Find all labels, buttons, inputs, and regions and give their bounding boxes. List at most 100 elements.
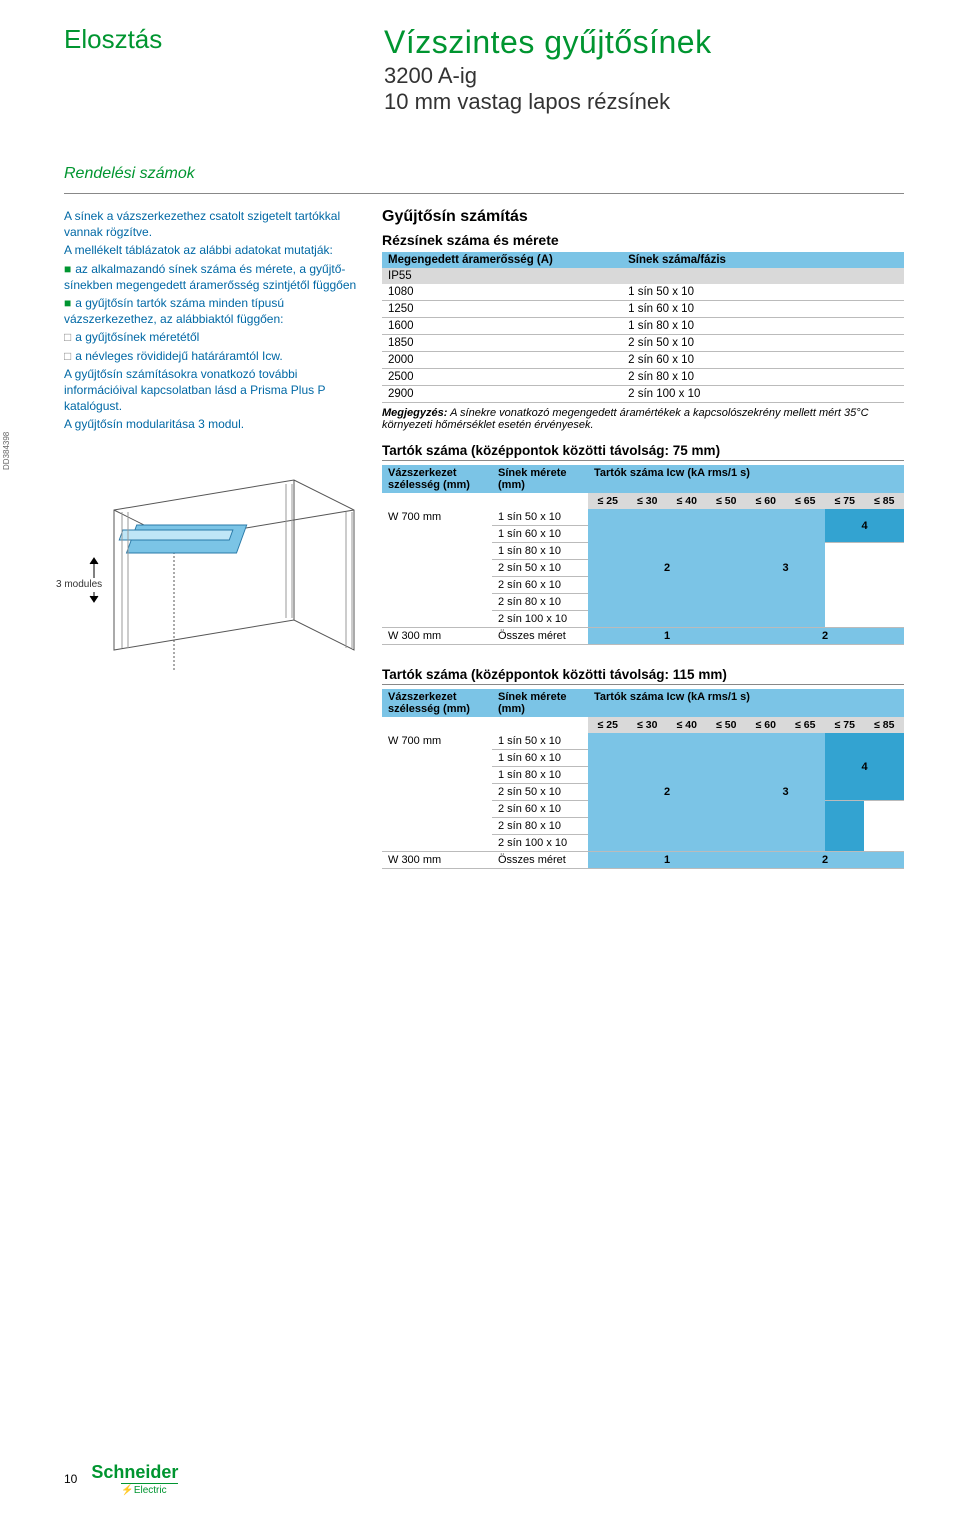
- scb6: ≤ 75: [825, 717, 865, 733]
- brand-name: Schneider: [91, 1462, 178, 1482]
- page-number: 10: [64, 1472, 77, 1486]
- t2b-th-c: Tartók száma Icw (kA rms/1 s): [588, 689, 904, 717]
- t1-r4-a: 2000: [382, 352, 622, 369]
- t2a-s6: 2 sín 100 x 10: [492, 611, 588, 628]
- intro-p2: A mellékelt táblázatok az alábbi adatoka…: [64, 242, 360, 258]
- t1-r1-b: 1 sín 60 x 10: [622, 301, 904, 318]
- note-text: A sínekre vonatkozó megengedett áramérté…: [382, 407, 869, 431]
- t2a-w700: W 700 mm: [382, 509, 492, 628]
- t2b-s5: 2 sín 80 x 10: [492, 818, 588, 835]
- t1-r0-a: 1080: [382, 284, 622, 301]
- t1-r6-a: 2900: [382, 386, 622, 403]
- bullet-2: ■a gyűjtősín tartók száma minden típusú …: [64, 295, 360, 327]
- sc2: ≤ 40: [667, 493, 707, 509]
- bullet-1-text: az alkalmazandó sínek száma és mérete, a…: [64, 262, 356, 292]
- t1-r5-b: 2 sín 80 x 10: [622, 369, 904, 386]
- t2a-osszes: Összes méret: [492, 628, 588, 645]
- t2b-s6: 2 sín 100 x 10: [492, 835, 588, 852]
- t2b-th-a: Vázszerkezet szélesség (mm): [382, 689, 492, 717]
- note-label: Megjegyzés:: [382, 407, 447, 419]
- t2a-s4: 2 sín 60 x 10: [492, 577, 588, 594]
- intro-p1: A sínek a vázszerkezethez csatolt sziget…: [64, 208, 360, 240]
- square-bullet-icon: ■: [64, 296, 71, 310]
- t1-r2-a: 1600: [382, 318, 622, 335]
- bullet-2-text: a gyűjtősín tartók száma minden típusú v…: [64, 296, 284, 326]
- scb1: ≤ 30: [628, 717, 668, 733]
- brand-sub-text: Electric: [134, 1485, 167, 1496]
- brand-logo: Schneider ⚡Electric: [91, 1462, 178, 1496]
- th-current: Megengedett áramerősség (A): [382, 252, 622, 268]
- scb2: ≤ 40: [667, 717, 707, 733]
- content: A sínek a vázszerkezethez csatolt sziget…: [64, 208, 904, 869]
- sc7: ≤ 85: [865, 493, 905, 509]
- t1-r6-b: 2 sín 100 x 10: [622, 386, 904, 403]
- page-title: Vízszintes gyűjtősínek: [384, 24, 904, 61]
- t2-th-a: Vázszerkezet szélesség (mm): [382, 465, 492, 493]
- scb7: ≤ 85: [865, 717, 905, 733]
- t2a-v2b: 2: [746, 628, 904, 645]
- t2-th-c: Tartók száma Icw (kA rms/1 s): [588, 465, 904, 493]
- sc4: ≤ 60: [746, 493, 786, 509]
- ip55-row: IP55: [382, 268, 904, 284]
- t2a-s2: 1 sín 80 x 10: [492, 543, 588, 560]
- modules-label: 3 modules: [54, 578, 104, 592]
- table-busbar-sizes: Megengedett áramerősség (A)Sínek száma/f…: [382, 252, 904, 403]
- t2a-v4a: 4: [825, 509, 904, 543]
- intro-p4: A gyűjtősín modularitása 3 modul.: [64, 416, 360, 432]
- subbullet-1-text: a gyűjtősínek méretétől: [75, 330, 199, 344]
- page: Elosztás Rendelési számok Vízszintes gyű…: [0, 0, 960, 1516]
- note: Megjegyzés: A sínekre vonatkozó megenged…: [382, 407, 904, 431]
- t2a-s1: 1 sín 60 x 10: [492, 526, 588, 543]
- t2b-v1: 1: [588, 852, 746, 869]
- sc0: ≤ 25: [588, 493, 628, 509]
- scb0: ≤ 25: [588, 717, 628, 733]
- t2b-v2b: 2: [746, 852, 904, 869]
- t1-r1-a: 1250: [382, 301, 622, 318]
- t2b-v4: 4: [825, 733, 904, 801]
- subbullet-2: □a névleges rövididejű határáramtól Icw.: [64, 348, 360, 364]
- t2b-osszes: Összes méret: [492, 852, 588, 869]
- header-left: Elosztás Rendelési számok: [64, 24, 344, 183]
- t2-th-b: Sínek mérete (mm): [492, 465, 588, 493]
- bullet-1: ■az alkalmazandó sínek száma és mérete, …: [64, 261, 360, 293]
- sc6: ≤ 75: [825, 493, 865, 509]
- t2b-w700: W 700 mm: [382, 733, 492, 852]
- t2a-v2: 2: [588, 509, 746, 628]
- page-sub2: 10 mm vastag lapos rézsínek: [384, 89, 904, 115]
- table-supports-115: Vázszerkezet szélesség (mm) Sínek mérete…: [382, 689, 904, 869]
- sc3: ≤ 50: [707, 493, 747, 509]
- hollow-square-icon: □: [64, 330, 71, 344]
- t2a-s3: 2 sín 50 x 10: [492, 560, 588, 577]
- divider: [64, 193, 904, 194]
- t2b-s1: 1 sín 60 x 10: [492, 750, 588, 767]
- t1-r3-b: 2 sín 50 x 10: [622, 335, 904, 352]
- brand-sub: ⚡Electric: [121, 1483, 178, 1496]
- t2a-s0: 1 sín 50 x 10: [492, 509, 588, 526]
- t1-r5-a: 2500: [382, 369, 622, 386]
- technical-drawing: DD384398 3 modules: [64, 450, 360, 674]
- sc1: ≤ 30: [628, 493, 668, 509]
- section-label: Elosztás: [64, 24, 344, 55]
- header-right: Vízszintes gyűjtősínek 3200 A-ig 10 mm v…: [384, 24, 904, 115]
- intro-p3: A gyűjtősín számításokra vonatkozó továb…: [64, 366, 360, 415]
- subtitle-italic: Rendelési számok: [64, 165, 344, 183]
- table2a-title: Tartók száma (középpontok közötti távols…: [382, 443, 904, 461]
- t2b-th-b: Sínek mérete (mm): [492, 689, 588, 717]
- t2b-v3: 3: [746, 733, 825, 852]
- table-supports-75: Vázszerkezet szélesség (mm) Sínek mérete…: [382, 465, 904, 645]
- scb3: ≤ 50: [707, 717, 747, 733]
- hollow-square-icon: □: [64, 349, 71, 363]
- table2b-title: Tartók száma (középpontok közötti távols…: [382, 667, 904, 685]
- t1-r2-b: 1 sín 80 x 10: [622, 318, 904, 335]
- page-sub1: 3200 A-ig: [384, 63, 904, 89]
- t1-r3-a: 1850: [382, 335, 622, 352]
- drawing-svg: [64, 450, 360, 670]
- square-bullet-icon: ■: [64, 262, 71, 276]
- t1-r4-b: 2 sín 60 x 10: [622, 352, 904, 369]
- header: Elosztás Rendelési számok Vízszintes gyű…: [64, 24, 904, 183]
- t2b-v2: 2: [588, 733, 746, 852]
- t2a-v3: 3: [746, 509, 825, 628]
- image-code: DD384398: [2, 432, 13, 470]
- scb4: ≤ 60: [746, 717, 786, 733]
- t2a-v1: 1: [588, 628, 746, 645]
